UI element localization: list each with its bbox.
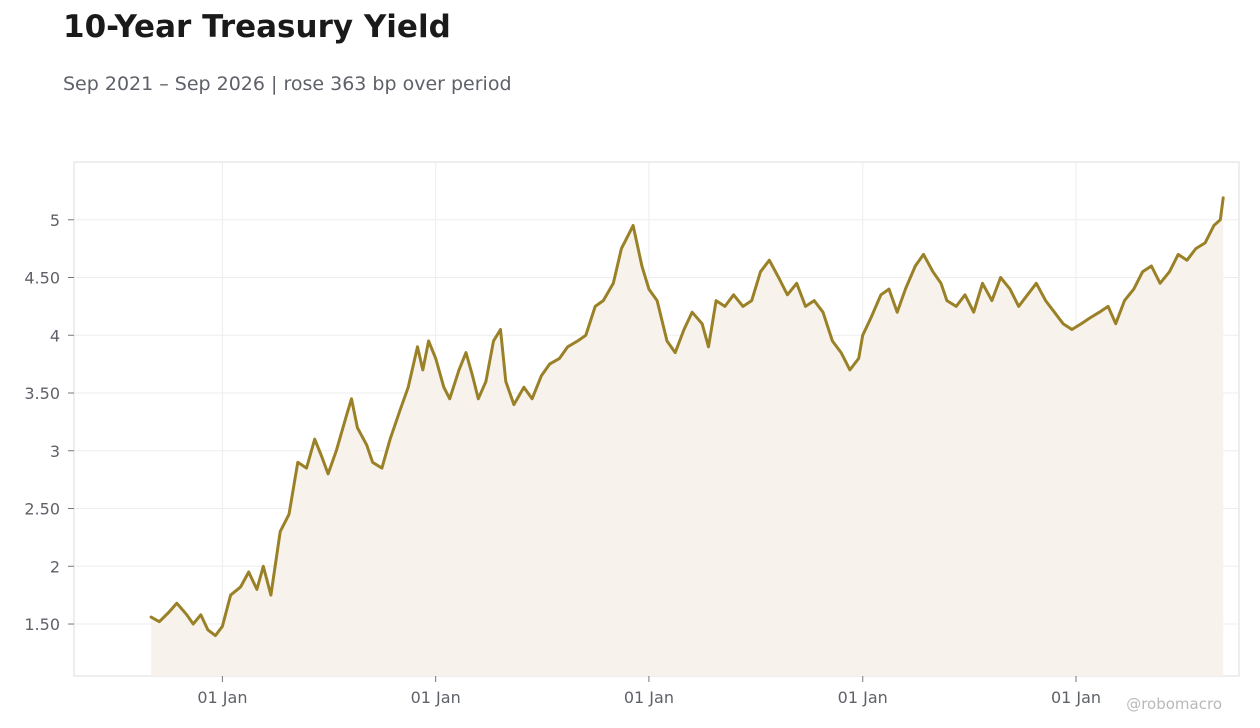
y-tick-label-4: 3.50 xyxy=(24,384,60,403)
y-tick-label-3: 3 xyxy=(50,442,60,461)
y-tick-label-2: 2.50 xyxy=(24,500,60,519)
x-tick-label-3: 01 Jan xyxy=(838,688,888,707)
x-axis-ticks: 01 Jan 01 Jan 01 Jan 01 Jan 01 Jan xyxy=(197,676,1101,707)
x-tick-label-2: 01 Jan xyxy=(624,688,674,707)
y-tick-label-1: 2 xyxy=(50,557,60,576)
x-tick-label-0: 01 Jan xyxy=(197,688,247,707)
chart-title: 10-Year Treasury Yield xyxy=(63,9,451,45)
yield-area-fill xyxy=(151,197,1224,677)
y-tick-label-7: 5 xyxy=(50,211,60,230)
y-tick-label-0: 1.50 xyxy=(24,615,60,634)
chart-subtitle: Sep 2021 – Sep 2026 | rose 363 bp over p… xyxy=(63,73,512,95)
watermark: @robomacro xyxy=(1126,695,1222,713)
y-axis-ticks: 1.50 2 2.50 3 3.50 4 4.50 5 xyxy=(24,211,74,634)
yield-line xyxy=(149,196,1225,638)
x-tick-label-1: 01 Jan xyxy=(411,688,461,707)
y-tick-label-6: 4.50 xyxy=(24,269,60,288)
x-tick-label-4: 01 Jan xyxy=(1051,688,1101,707)
y-tick-label-5: 4 xyxy=(50,326,60,345)
